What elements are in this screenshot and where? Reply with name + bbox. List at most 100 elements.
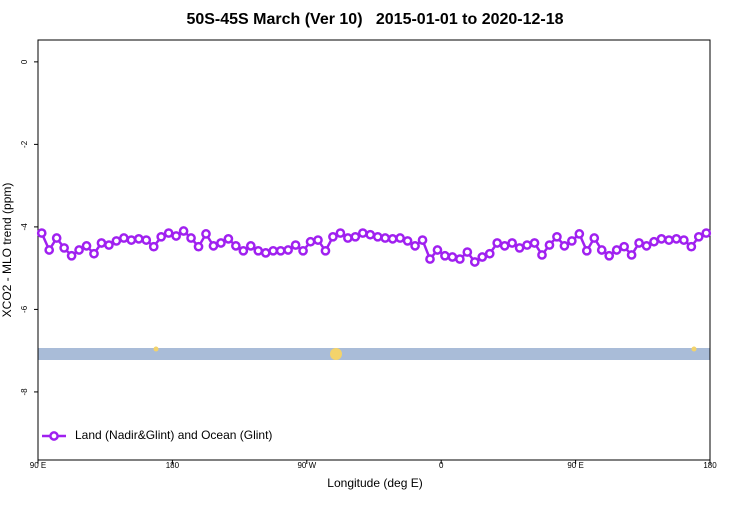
surface-band: [38, 348, 710, 360]
data-point: [455, 254, 465, 264]
y-axis-label: XCO2 - MLO trend (ppm): [0, 183, 14, 318]
x-tick-label: 180: [703, 461, 717, 470]
data-point: [178, 226, 189, 236]
data-point: [328, 231, 338, 242]
data-point: [671, 234, 682, 244]
data-point: [104, 240, 114, 250]
data-point: [462, 247, 473, 257]
x-tick-label: 180: [166, 461, 180, 470]
data-point: [447, 252, 458, 262]
data-point: [268, 245, 279, 256]
data-point: [163, 228, 174, 238]
data-point: [387, 234, 398, 244]
plot-frame: [37, 39, 711, 461]
y-tick-label: 0: [20, 59, 29, 64]
data-point: [133, 234, 144, 244]
data-point: [223, 234, 234, 244]
data-point: [343, 233, 353, 243]
data-point: [626, 250, 637, 260]
data-point: [567, 236, 577, 246]
data-point: [216, 238, 226, 248]
data-point: [66, 250, 77, 261]
data-point: [425, 254, 435, 264]
data-point: [283, 245, 293, 255]
data-point: [119, 233, 129, 243]
data-point: [611, 245, 622, 255]
data-point: [484, 248, 495, 259]
data-point: [522, 240, 532, 250]
y-tick-label: -6: [20, 305, 29, 313]
data-point: [245, 241, 256, 251]
data-point: [253, 245, 264, 256]
data-point: [126, 235, 137, 245]
data-point: [372, 231, 383, 242]
x-tick-label: 90 E: [30, 461, 46, 470]
data-point: [186, 233, 196, 243]
y-tick-label: -4: [20, 223, 29, 231]
data-point: [604, 250, 615, 261]
land-spot: [691, 346, 697, 352]
data-point: [395, 233, 405, 243]
data-point: [410, 241, 420, 251]
data-point: [89, 248, 99, 259]
land-spot: [330, 348, 342, 360]
data-point: [537, 250, 547, 260]
data-point: [74, 245, 84, 255]
data-point: [589, 233, 600, 243]
data-point: [499, 241, 510, 251]
data-point: [298, 245, 308, 256]
data-point: [111, 236, 122, 246]
data-point: [59, 243, 69, 253]
data-point: [231, 241, 241, 251]
data-point: [574, 229, 585, 239]
data-point: [679, 235, 689, 245]
data-point: [664, 235, 674, 245]
data-point: [544, 240, 555, 250]
data-point: [350, 231, 361, 242]
data-point: [141, 235, 152, 245]
data-point: [693, 231, 704, 242]
x-tick-label: 90 E: [567, 461, 583, 470]
x-tick-label: 90 W: [297, 461, 316, 470]
land-spot: [153, 346, 159, 352]
data-point: [581, 245, 592, 256]
data-point: [514, 243, 525, 253]
data-point: [238, 245, 249, 256]
data-point: [357, 228, 368, 238]
data-point: [619, 241, 629, 252]
x-tick-label: 0: [439, 461, 444, 470]
data-point: [193, 241, 204, 252]
data-point: [417, 235, 428, 245]
data-point: [440, 250, 450, 261]
data-point: [96, 238, 107, 248]
data-point: [208, 241, 219, 251]
data-point: [402, 236, 413, 246]
data-point: [656, 234, 667, 244]
data-point: [432, 245, 443, 255]
data-point: [290, 240, 301, 250]
data-point: [44, 245, 55, 255]
data-point: [81, 241, 92, 251]
data-point: [365, 229, 376, 240]
data-point: [156, 231, 167, 242]
data-point: [641, 241, 652, 251]
data-point: [305, 236, 316, 247]
legend-label: Land (Nadir&Glint) and Ocean (Glint): [75, 428, 272, 442]
y-tick-label: -8: [20, 388, 29, 396]
data-point: [492, 238, 503, 248]
data-point: [507, 238, 517, 248]
data-point: [51, 233, 62, 243]
data-point: [634, 238, 644, 248]
data-point: [313, 235, 323, 245]
data-point: [171, 231, 181, 241]
data-point: [36, 228, 47, 238]
data-point: [701, 228, 712, 238]
data-point: [260, 248, 271, 258]
data-point: [559, 241, 570, 251]
data-point: [201, 229, 211, 239]
x-axis-label: Longitude (deg E): [327, 476, 422, 490]
data-point: [380, 233, 391, 243]
data-point: [529, 238, 540, 248]
data-point: [596, 245, 607, 255]
